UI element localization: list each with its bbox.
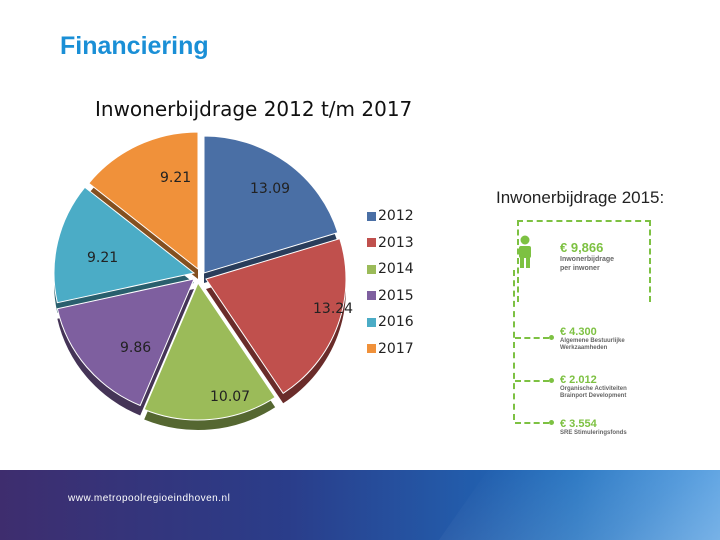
- pie-labels-layer: 13.09 13.24 10.07 9.86 9.21 9.21: [87, 170, 353, 405]
- infographic-total-amount: € 9,866: [560, 240, 604, 255]
- pie-chart: 13.09 13.24 10.07 9.86 9.21 9.21: [53, 131, 353, 430]
- pie-slice-2013: [205, 237, 347, 394]
- infographic-item-1-label-2: Werkzaamheden: [560, 345, 608, 351]
- infographic-dot-1: [549, 335, 554, 340]
- infographic-branch-2: [515, 380, 549, 382]
- legend-swatch-2014: [367, 264, 376, 274]
- infographic-total-label-2: per inwoner: [560, 265, 600, 272]
- slide-title: Financiering: [60, 32, 209, 60]
- infographic-item-2: € 2.012 Organische Activiteiten Brainpor…: [560, 374, 627, 400]
- infographic-item-2-label-2: Brainport Development: [560, 393, 627, 399]
- infographic-item-1-amount: € 4.300: [560, 326, 597, 338]
- pie-data-label-2016: 9.21: [87, 250, 118, 266]
- footer-decoration: [424, 470, 720, 540]
- legend-label-2017: 2017: [378, 340, 414, 357]
- infographic-item-3-amount: € 3.554: [560, 418, 597, 430]
- legend-swatch-2015: [367, 291, 376, 301]
- legend-label-2015: 2015: [378, 287, 414, 304]
- infographic-item-3-label-1: SRE Stimuleringsfonds: [560, 430, 627, 436]
- pie-data-label-2015: 9.86: [120, 340, 151, 356]
- infographic-dot-2: [549, 378, 554, 383]
- legend-label-2012: 2012: [378, 208, 414, 225]
- infographic-total: € 9,866 Inwonerbijdrage per inwoner: [560, 240, 614, 273]
- pie-data-label-2012: 13.09: [250, 181, 290, 197]
- footer-url[interactable]: www.metropoolregioeindhoven.nl: [68, 493, 231, 504]
- legend-item-2012: 2012: [367, 203, 414, 230]
- legend-item-2014: 2014: [367, 256, 414, 283]
- pie-data-label-2017: 9.21: [160, 170, 191, 186]
- infographic-item-2-label-1: Organische Activiteiten: [560, 386, 627, 392]
- chart-legend: 2012 2013 2014 2015 2016 2017: [367, 203, 414, 362]
- infographic-frame-line: [517, 220, 651, 302]
- pie-data-label-2013: 13.24: [313, 301, 353, 317]
- infographic-branch-1: [515, 337, 549, 339]
- infographic-connector-line: [513, 270, 515, 420]
- legend-item-2013: 2013: [367, 230, 414, 257]
- pie-slice-2017: [88, 131, 199, 271]
- infographic-item-3: € 3.554 SRE Stimuleringsfonds: [560, 418, 627, 437]
- pie-slice-2015: [56, 278, 195, 407]
- legend-item-2017: 2017: [367, 336, 414, 363]
- infographic-total-label-1: Inwonerbijdrage: [560, 256, 615, 263]
- legend-item-2015: 2015: [367, 283, 414, 310]
- infographic: € 9,866 Inwonerbijdrage per inwoner € 4.…: [505, 215, 665, 437]
- infographic-dot-3: [549, 420, 554, 425]
- pie-slice-2016: [53, 186, 196, 304]
- legend-swatch-2013: [367, 238, 376, 248]
- person-icon: [519, 235, 531, 268]
- legend-swatch-2017: [367, 344, 376, 354]
- legend-item-2016: 2016: [367, 309, 414, 336]
- legend-label-2014: 2014: [378, 261, 414, 278]
- infographic-item-1-label-1: Algemene Bestuurlijke: [560, 338, 625, 344]
- pie-slice-2014: [143, 281, 276, 421]
- infographic-title: Inwonerbijdrage 2015:: [496, 188, 665, 207]
- legend-swatch-2016: [367, 317, 376, 327]
- infographic-branch-3: [515, 422, 549, 424]
- pie-slice-2012: [203, 135, 339, 274]
- infographic-item-2-amount: € 2.012: [560, 374, 597, 386]
- chart-title: Inwonerbijdrage 2012 t/m 2017: [95, 97, 413, 121]
- legend-label-2016: 2016: [378, 314, 414, 331]
- infographic-item-1: € 4.300 Algemene Bestuurlijke Werkzaamhe…: [560, 326, 625, 352]
- pie-data-label-2014: 10.07: [210, 389, 250, 405]
- footer-banner: www.metropoolregioeindhoven.nl: [0, 470, 720, 540]
- pie-slices-layer: [53, 131, 347, 421]
- legend-label-2013: 2013: [378, 234, 414, 251]
- legend-swatch-2012: [367, 211, 376, 221]
